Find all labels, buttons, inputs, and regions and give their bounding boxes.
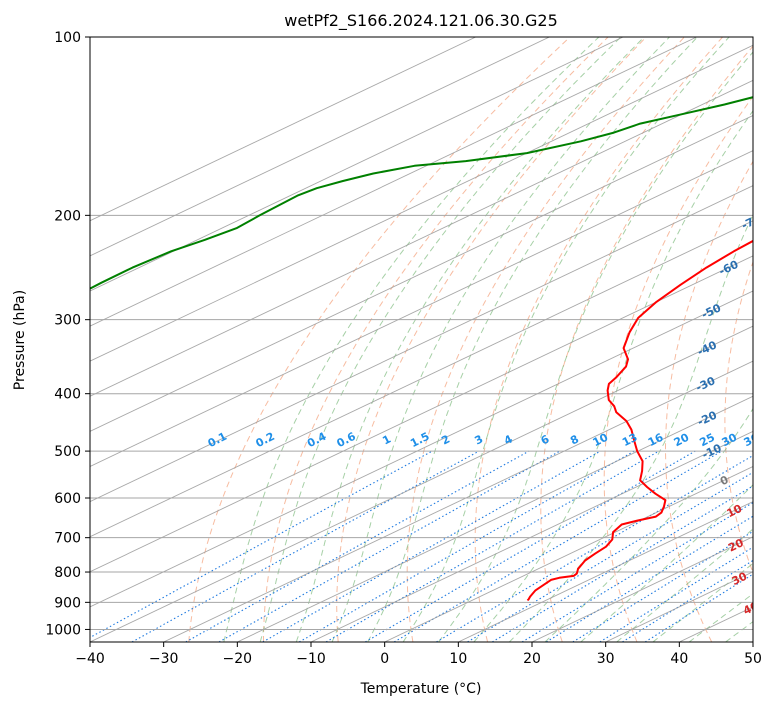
y-tick-label: 900 bbox=[54, 595, 81, 611]
y-tick-label: 800 bbox=[54, 565, 81, 581]
x-tick-label: −30 bbox=[149, 651, 179, 667]
y-tick-label: 200 bbox=[54, 208, 81, 224]
x-tick-label: 10 bbox=[449, 651, 467, 667]
x-tick-label: 20 bbox=[523, 651, 541, 667]
y-tick-label: 600 bbox=[54, 491, 81, 507]
x-axis-label: Temperature (°C) bbox=[360, 681, 482, 697]
x-tick-label: −20 bbox=[223, 651, 253, 667]
y-tick-label: 100 bbox=[54, 30, 81, 46]
y-tick-label: 400 bbox=[54, 387, 81, 403]
chart-title: wetPf2_S166.2024.121.06.30.G25 bbox=[284, 11, 558, 31]
y-tick-label: 500 bbox=[54, 444, 81, 460]
y-axis-label: Pressure (hPa) bbox=[12, 290, 28, 390]
x-tick-label: −10 bbox=[296, 651, 326, 667]
x-tick-label: 30 bbox=[597, 651, 615, 667]
y-tick-label: 1000 bbox=[45, 622, 81, 638]
x-tick-label: 0 bbox=[380, 651, 389, 667]
x-tick-label: 40 bbox=[670, 651, 688, 667]
x-tick-label: −40 bbox=[75, 651, 105, 667]
x-tick-label: 50 bbox=[744, 651, 762, 667]
y-tick-label: 300 bbox=[54, 313, 81, 329]
y-tick-label: 700 bbox=[54, 531, 81, 547]
